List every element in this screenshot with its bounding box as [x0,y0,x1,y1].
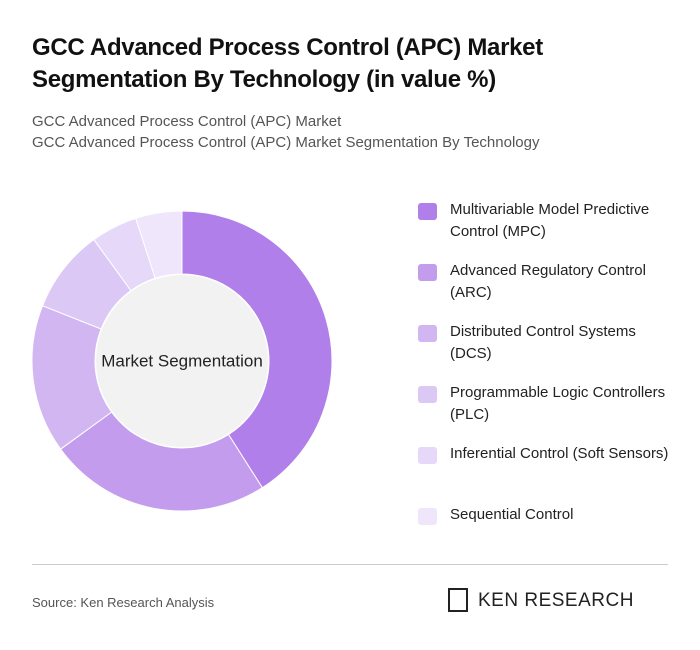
donut-slice [93,217,156,292]
chart-title: GCC Advanced Process Control (APC) Marke… [32,34,543,93]
legend-swatch [418,508,437,525]
source: Source: Ken Research Analysis [32,595,215,610]
legend-swatch [418,203,437,220]
legend-label: Advanced Regulatory Control (ARC) [450,262,646,301]
logo-icon [448,588,468,612]
legend-label: Programmable Logic Controllers (PLC) [450,384,666,423]
subtitle: GCC Advanced Process Control (APC) Marke… [32,134,540,151]
legend-swatch [418,264,437,281]
legend-label: Inferential Control (Soft Sensors) [450,445,669,462]
divider [32,564,668,565]
legend-label: Sequential Control [450,506,574,523]
donut-slice [59,411,264,512]
subtitle: GCC Advanced Process Control (APC) Marke… [32,113,342,130]
legend-swatch [418,386,437,403]
brand: KEN RESEARCH [478,590,634,611]
center-label: Market Segmentation [101,351,263,370]
donut-slice [31,305,113,450]
donut-slice [41,238,132,330]
legend-swatch [418,447,437,464]
legend-swatch [418,325,437,342]
legend-label: Multivariable Model Predictive Control (… [450,201,650,240]
donut-slice [181,210,333,489]
legend-label: Distributed Control Systems (DCS) [450,323,636,362]
donut: Market Segmentation [31,210,333,512]
donut-hole [96,275,268,447]
